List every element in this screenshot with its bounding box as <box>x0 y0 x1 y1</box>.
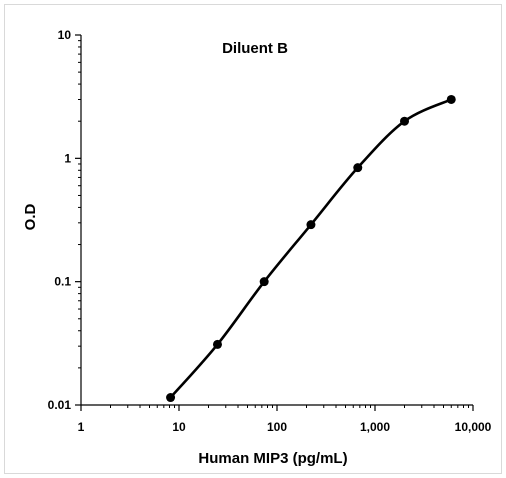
y-axis-label: O.D <box>22 204 39 231</box>
data-point <box>446 94 456 104</box>
y-ticks: 0.01 0.1 1 10 <box>48 28 81 412</box>
series-line <box>169 98 452 399</box>
x-tick-label: 1,000 <box>360 420 390 434</box>
data-point <box>212 339 222 349</box>
y-tick-label: 0.01 <box>48 398 72 412</box>
y-tick-label: 10 <box>58 28 72 42</box>
data-point <box>166 393 176 403</box>
data-point <box>353 163 363 173</box>
chart-frame: 1 10 100 1,000 10,000 0.01 0.1 1 10 Diluent B H… <box>4 4 502 474</box>
x-tick-label: 1 <box>78 420 85 434</box>
data-point <box>259 277 269 287</box>
x-axis-label: Human MIP3 (pg/mL) <box>198 450 347 467</box>
x-tick-label: 10 <box>172 420 186 434</box>
series <box>166 94 456 403</box>
y-tick-label: 1 <box>64 151 71 165</box>
data-point <box>306 220 316 230</box>
chart-title: Diluent B <box>222 40 288 57</box>
data-point <box>400 116 410 126</box>
chart-canvas: 1 10 100 1,000 10,000 0.01 0.1 1 10 Diluent B H… <box>22 28 492 467</box>
axes <box>80 35 473 406</box>
x-tick-label: 10,000 <box>455 420 492 434</box>
x-tick-label: 100 <box>267 420 287 434</box>
x-ticks: 1 10 100 1,000 10,000 <box>78 405 492 434</box>
y-tick-label: 0.1 <box>54 275 71 289</box>
